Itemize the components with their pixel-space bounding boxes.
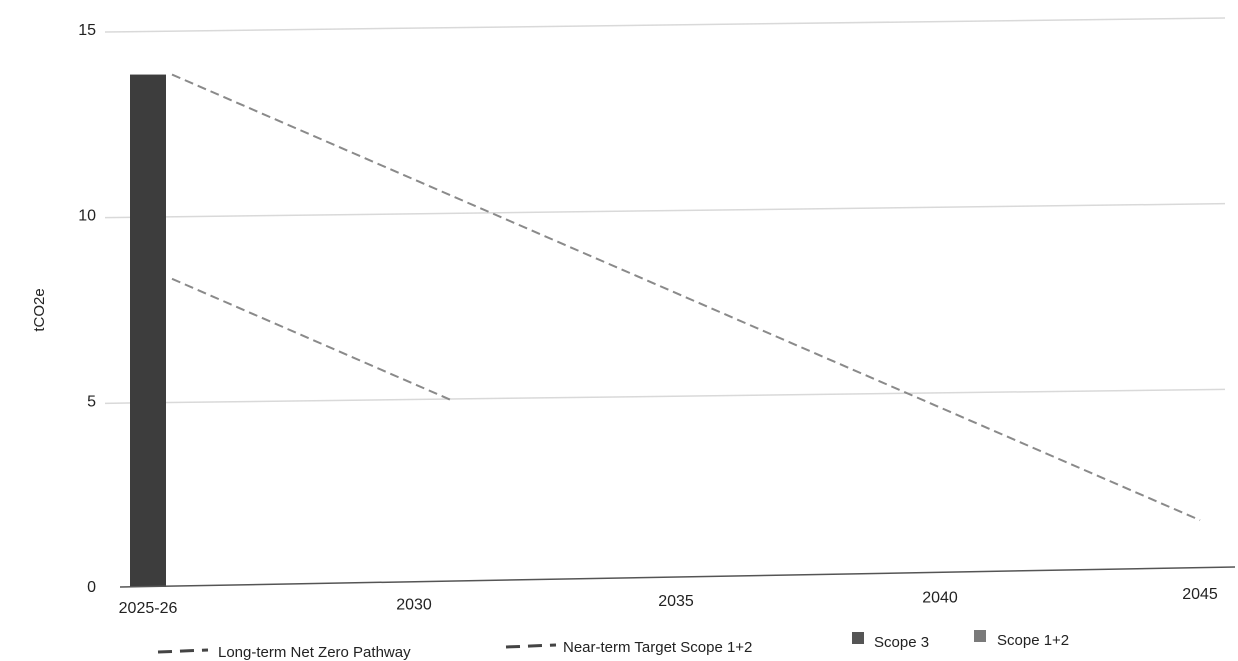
legend-label: Scope 1+2	[997, 632, 1069, 649]
legend-swatch-3	[974, 630, 986, 642]
legend-swatch-0	[157, 648, 209, 654]
gridlines	[104, 17, 1226, 405]
y-tick-label: 15	[78, 22, 96, 39]
bar-scope12-2025-26	[130, 74, 166, 587]
axes: 0 5 10 15 tCO2e 2025-26 2030 2035 2040 2045	[31, 22, 1236, 617]
gridline-10	[104, 202, 1226, 219]
x-tick-label: 2045	[1182, 586, 1218, 603]
x-axis-line	[119, 566, 1236, 588]
bars	[130, 74, 166, 587]
line-long-term-net-zero-pathway	[171, 73, 1201, 522]
pathway-lines	[171, 73, 1201, 522]
legend-label: Scope 3	[874, 634, 929, 651]
gridline-15	[104, 17, 1226, 33]
x-tick-label: 2040	[922, 590, 958, 607]
line-near-term-target-scope12	[171, 277, 455, 403]
legend-label: Near-term Target Scope 1+2	[563, 639, 752, 656]
y-tick-label: 10	[78, 208, 96, 225]
x-tick-label: 2035	[658, 593, 694, 610]
x-tick-label: 2030	[396, 597, 432, 614]
y-tick-label: 5	[87, 393, 96, 410]
y-axis-label: tCO2e	[31, 288, 48, 331]
x-tick-label: 2025-26	[119, 600, 178, 617]
legend: Long-term Net Zero Pathway Near-term Targ…	[157, 630, 1069, 661]
legend-swatch-2	[852, 632, 864, 644]
gridline-5	[104, 388, 1226, 405]
legend-swatch-1	[505, 643, 557, 649]
y-tick-label: 0	[87, 579, 96, 596]
legend-label: Long-term Net Zero Pathway	[218, 644, 411, 661]
